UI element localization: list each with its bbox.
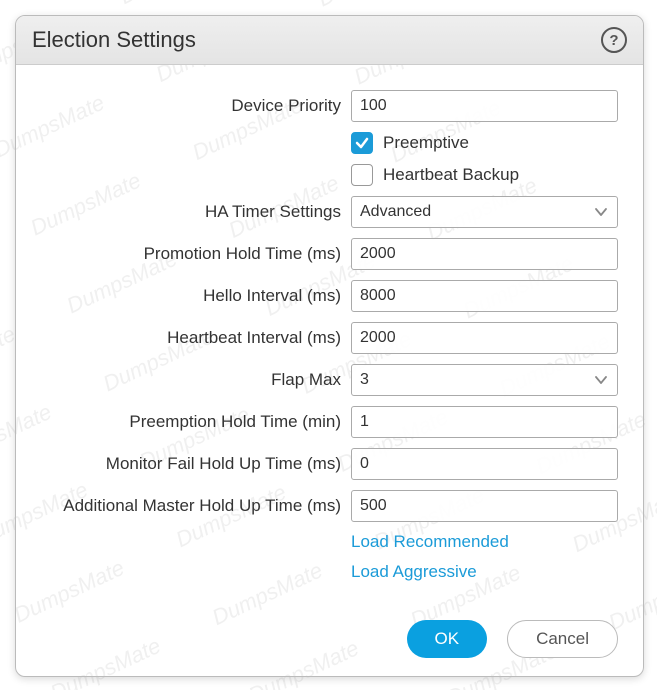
heartbeat-interval-label: Heartbeat Interval (ms) xyxy=(41,328,351,348)
election-settings-dialog: Election Settings ? Device Priority Pree… xyxy=(15,15,644,677)
heartbeat-interval-input[interactable] xyxy=(351,322,618,354)
heartbeat-backup-checkbox[interactable] xyxy=(351,164,373,186)
ok-button[interactable]: OK xyxy=(407,620,488,658)
monitor-fail-hold-up-input[interactable] xyxy=(351,448,618,480)
monitor-fail-hold-up-label: Monitor Fail Hold Up Time (ms) xyxy=(41,454,351,474)
flap-max-label: Flap Max xyxy=(41,370,351,390)
dialog-title: Election Settings xyxy=(32,27,601,53)
promotion-hold-time-label: Promotion Hold Time (ms) xyxy=(41,244,351,264)
flap-max-select[interactable] xyxy=(351,364,618,396)
cancel-button[interactable]: Cancel xyxy=(507,620,618,658)
dialog-footer: OK Cancel xyxy=(407,620,618,658)
dialog-body: Device Priority Preemptive Hea xyxy=(16,65,643,602)
preemptive-checkbox[interactable] xyxy=(351,132,373,154)
dialog-titlebar: Election Settings ? xyxy=(16,16,643,65)
ha-timer-settings-select[interactable] xyxy=(351,196,618,228)
device-priority-label: Device Priority xyxy=(41,96,351,116)
additional-master-hold-up-label: Additional Master Hold Up Time (ms) xyxy=(41,496,351,516)
load-recommended-link[interactable]: Load Recommended xyxy=(351,532,509,552)
additional-master-hold-up-input[interactable] xyxy=(351,490,618,522)
heartbeat-backup-label: Heartbeat Backup xyxy=(383,165,519,185)
promotion-hold-time-input[interactable] xyxy=(351,238,618,270)
device-priority-input[interactable] xyxy=(351,90,618,122)
hello-interval-label: Hello Interval (ms) xyxy=(41,286,351,306)
load-aggressive-link[interactable]: Load Aggressive xyxy=(351,562,477,582)
hello-interval-input[interactable] xyxy=(351,280,618,312)
ha-timer-settings-label: HA Timer Settings xyxy=(41,202,351,222)
help-icon[interactable]: ? xyxy=(601,27,627,53)
preemptive-label: Preemptive xyxy=(383,133,469,153)
preemption-hold-time-label: Preemption Hold Time (min) xyxy=(41,412,351,432)
preemption-hold-time-input[interactable] xyxy=(351,406,618,438)
